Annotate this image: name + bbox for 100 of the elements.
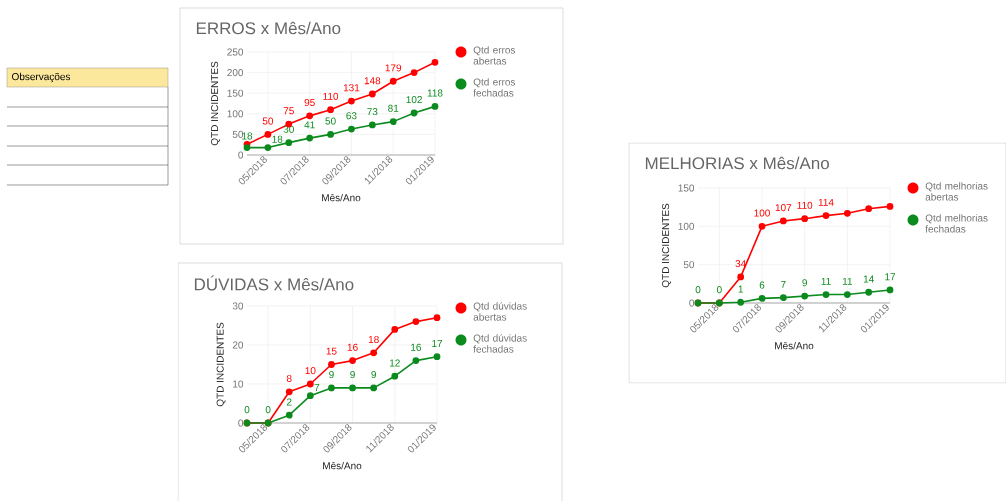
chart-title: ERROS x Mês/Ano [196, 21, 341, 35]
y-tick-label: 150 [678, 184, 695, 192]
point [243, 144, 251, 151]
y-tick-label: 20 [232, 341, 244, 349]
data-label: 73 [367, 108, 378, 116]
data-label: 7 [781, 280, 786, 288]
data-label: 100 [754, 209, 770, 217]
legend-label: Qtd erros abertas [473, 46, 516, 65]
data-label: 63 [346, 112, 357, 120]
point [389, 77, 397, 85]
data-label: 50 [262, 117, 274, 125]
data-label: 0 [244, 406, 250, 414]
data-label: 102 [406, 96, 422, 104]
point [886, 286, 894, 294]
legend-label: Qtd melhorias fechadas [925, 214, 988, 233]
data-label: 95 [304, 98, 315, 107]
point [306, 392, 314, 400]
data-label: 18 [272, 135, 283, 143]
point [370, 349, 378, 357]
data-label: 12 [389, 359, 400, 367]
data-label: 81 [388, 104, 399, 112]
data-label: 118 [427, 89, 443, 97]
y-tick-label: 200 [227, 69, 244, 77]
point [410, 69, 418, 76]
data-label: 0 [265, 406, 271, 414]
y-tick-label: 30 [232, 302, 244, 310]
point [737, 273, 745, 281]
point [349, 357, 356, 364]
point [348, 125, 355, 133]
data-label: 7 [314, 384, 320, 391]
point [758, 295, 766, 302]
data-label: 179 [385, 64, 402, 72]
point [391, 372, 399, 380]
x-axis-title: Mês/Ano [775, 341, 814, 350]
y-axis-title: QTD INCIDENTES [662, 203, 671, 288]
x-axis-title: Mês/Ano [323, 461, 362, 470]
point [285, 139, 293, 147]
point [865, 288, 873, 296]
y-tick-label: 10 [233, 380, 244, 388]
point [264, 144, 272, 151]
data-label: 18 [368, 335, 379, 343]
point [328, 384, 335, 392]
point [822, 212, 830, 219]
data-label: 9 [350, 371, 355, 379]
chart-title: MELHORIAS x Mês/Ano [645, 156, 829, 170]
point [779, 217, 787, 225]
data-label: 8 [286, 374, 292, 382]
chart-title: DÚVIDAS x Mês/Ano [194, 275, 354, 291]
data-label: 114 [818, 198, 834, 206]
point [822, 291, 830, 298]
point [306, 134, 314, 142]
data-label: 16 [411, 343, 422, 351]
point [843, 209, 851, 217]
data-label: 110 [323, 92, 339, 100]
data-label: 50 [325, 117, 336, 125]
data-label: 11 [821, 277, 831, 285]
point [349, 384, 356, 392]
data-label: 9 [371, 371, 376, 379]
y-axis-title: QTD INCIDENTES [216, 322, 226, 407]
data-label: 110 [797, 201, 813, 209]
point [865, 205, 873, 213]
point [433, 353, 441, 361]
point [886, 203, 894, 210]
point [327, 106, 334, 114]
data-label: 34 [735, 260, 746, 268]
data-label: 75 [283, 107, 294, 115]
point [779, 294, 787, 302]
data-label: 0 [716, 286, 722, 294]
y-tick-label: 100 [678, 222, 695, 230]
point [327, 131, 334, 138]
point [328, 361, 335, 368]
point [389, 118, 397, 126]
y-tick-label: 50 [683, 261, 695, 269]
data-label: 15 [326, 347, 337, 355]
data-label: 0 [695, 286, 701, 294]
point [285, 388, 293, 396]
data-label: 30 [283, 125, 294, 133]
data-label: 16 [347, 343, 358, 351]
point [410, 109, 418, 117]
data-label: 148 [364, 77, 381, 85]
y-tick-label: 150 [227, 89, 244, 97]
data-label: 9 [329, 371, 334, 379]
y-tick-label: 50 [232, 130, 244, 138]
point [348, 97, 355, 105]
point [285, 411, 293, 419]
data-label: 10 [305, 367, 316, 375]
point [431, 102, 439, 110]
data-label: 11 [842, 277, 853, 285]
data-label: 18 [242, 132, 253, 140]
point [391, 326, 399, 333]
y-axis-title: QTD INCIDENTES [211, 61, 220, 146]
data-label: 2 [286, 398, 292, 406]
point [843, 291, 851, 298]
data-label: 17 [885, 273, 896, 281]
point [801, 215, 809, 223]
data-label: 41 [304, 121, 315, 129]
data-label: 9 [802, 279, 807, 287]
legend-label: Qtd erros fechadas [473, 78, 516, 97]
y-tick-label: 250 [227, 48, 244, 56]
point [264, 131, 272, 138]
